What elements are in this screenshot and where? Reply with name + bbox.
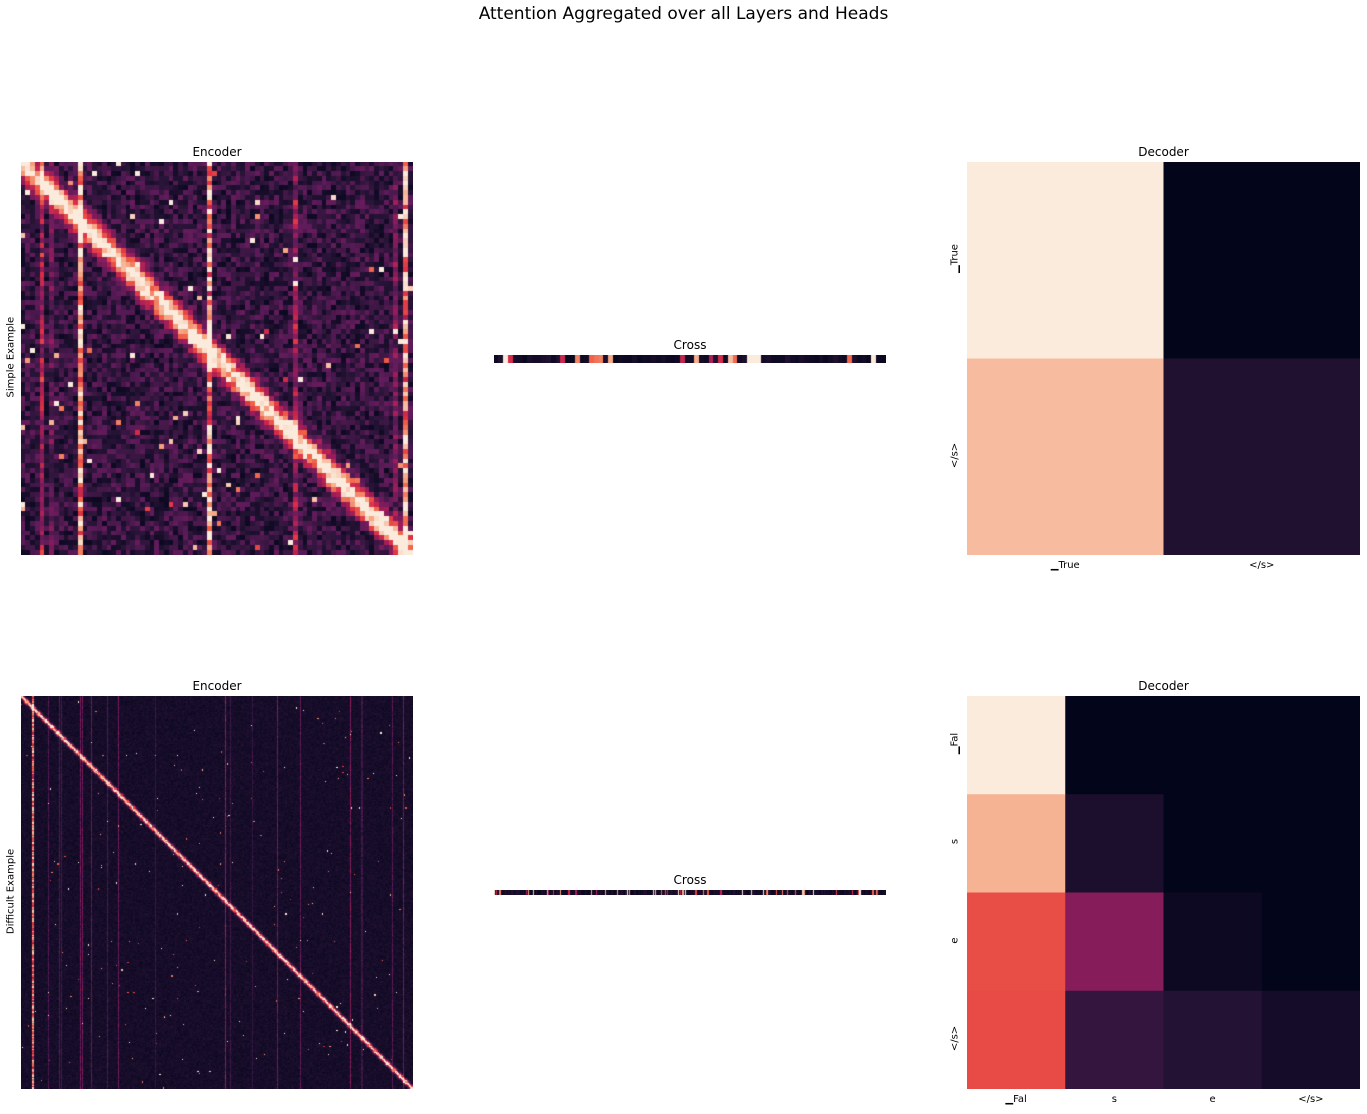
decoder-difficult-ytick-label: ▁Fal [949, 732, 961, 755]
decoder-difficult-ytick-label: s [949, 839, 961, 845]
decoder-simple-cell-1-0 [967, 358, 1164, 555]
figure-title: Attention Aggregated over all Layers and… [478, 4, 889, 24]
decoder-difficult-xtick-label: s [1111, 1094, 1117, 1105]
decoder-difficult-cell-3-0 [967, 990, 1066, 1089]
decoder-simple-ytick-label: ▁True [949, 244, 961, 274]
decoder-difficult-cell-1-0 [967, 794, 1066, 893]
cross-heatmap-difficult [494, 890, 886, 895]
decoder-difficult-xtick-label: e [1209, 1094, 1216, 1105]
decoder-difficult-xtick-label: </s> [1298, 1094, 1324, 1105]
decoder-difficult-cell-1-3 [1261, 794, 1360, 893]
encoder-heatmap-simple [21, 162, 413, 555]
decoder-heatmap-simple [967, 162, 1360, 555]
cross-heatmap-simple [494, 355, 886, 363]
decoder-simple-xtick-label: ▁True [1050, 560, 1080, 571]
decoder-difficult-cell-2-2 [1163, 892, 1263, 992]
row-label-difficult: Difficult Example [5, 848, 17, 935]
encoder-title-difficult: Encoder [192, 679, 242, 693]
decoder-difficult-ytick-label: </s> [949, 1025, 961, 1052]
decoder-simple-ytick-label: </s> [949, 442, 961, 468]
decoder-difficult-cell-0-1 [1065, 696, 1164, 795]
decoder-difficult-cell-0-0 [967, 696, 1066, 795]
decoder-difficult-cell-2-1 [1065, 892, 1164, 992]
decoder-difficult-cell-3-2 [1163, 990, 1263, 1089]
decoder-difficult-cell-3-1 [1065, 990, 1164, 1089]
decoder-simple-cell-1-1 [1163, 358, 1360, 555]
decoder-difficult-cell-2-3 [1261, 892, 1360, 992]
cross-title-simple: Cross [673, 338, 707, 352]
decoder-difficult-cell-0-3 [1261, 696, 1360, 795]
decoder-simple-xtick-label: </s> [1249, 560, 1275, 571]
decoder-heatmap-difficult [967, 696, 1360, 1089]
decoder-title-difficult: Decoder [1138, 679, 1189, 693]
decoder-difficult-cell-3-3 [1261, 990, 1360, 1089]
cross-title-difficult: Cross [673, 873, 707, 887]
decoder-difficult-xtick-label: ▁Fal [1005, 1094, 1027, 1105]
decoder-difficult-cell-2-0 [967, 892, 1066, 992]
encoder-title-simple: Encoder [192, 145, 242, 159]
decoder-simple-cell-0-0 [967, 162, 1164, 359]
decoder-difficult-cell-1-2 [1163, 794, 1263, 893]
decoder-difficult-cell-0-2 [1163, 696, 1263, 795]
row-label-simple: Simple Example [5, 316, 17, 398]
encoder-heatmap-difficult [21, 696, 413, 1089]
decoder-difficult-cell-1-1 [1065, 794, 1164, 893]
decoder-title-simple: Decoder [1138, 145, 1189, 159]
decoder-simple-cell-0-1 [1163, 162, 1360, 359]
decoder-difficult-ytick-label: e [949, 937, 961, 944]
